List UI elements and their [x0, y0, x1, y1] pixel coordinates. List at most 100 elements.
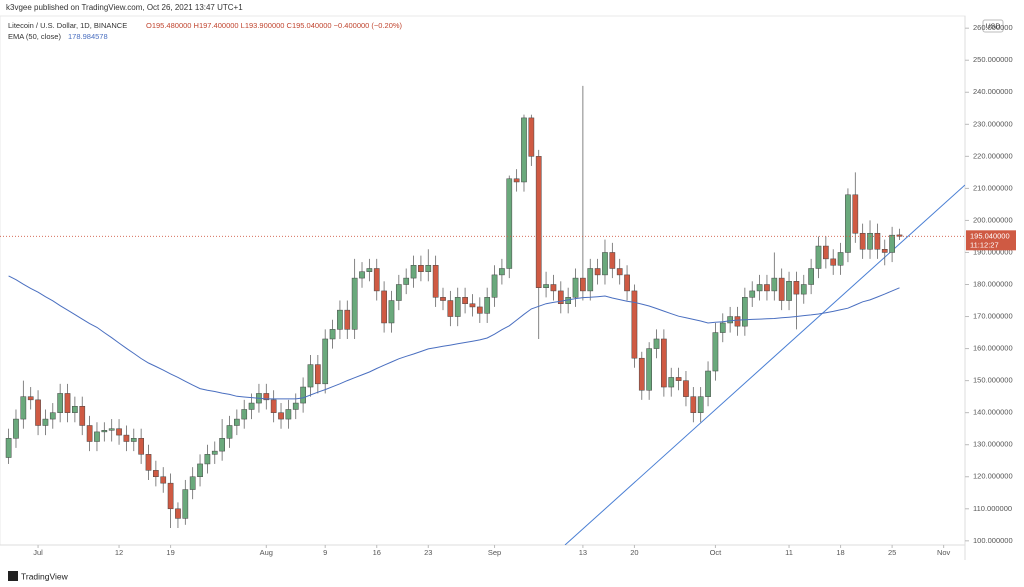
- candle-body: [749, 290, 756, 298]
- candle-body: [197, 463, 203, 478]
- y-tick-label: 140.000000: [973, 408, 1013, 417]
- x-tick-label: 25: [888, 548, 896, 557]
- y-tick-label: 240.000000: [973, 87, 1013, 96]
- currency: USD: [986, 23, 1001, 30]
- last-price-label: 195.040000: [970, 231, 1010, 240]
- x-tick-label: 16: [373, 548, 381, 557]
- candle-body: [734, 316, 741, 327]
- plot-frame: [0, 15, 966, 546]
- candle-body: [580, 277, 586, 292]
- y-tick-label: 190.000000: [973, 247, 1013, 256]
- candle-body: [535, 156, 542, 288]
- y-tick-label: 160.000000: [973, 344, 1013, 353]
- candle-body: [182, 489, 189, 519]
- candle-body: [64, 393, 71, 413]
- candle-body: [697, 396, 704, 413]
- candle-body: [484, 297, 491, 314]
- candle-body: [300, 386, 306, 404]
- x-tick-label: Jul: [33, 548, 43, 557]
- candle-body: [675, 377, 682, 381]
- candle-body: [690, 396, 697, 413]
- y-tick-label: 210.000000: [973, 183, 1013, 192]
- x-tick-label: 9: [323, 548, 327, 557]
- candle-body: [337, 309, 343, 330]
- candle-body: [432, 265, 439, 298]
- y-tick-label: 150.000000: [973, 376, 1013, 385]
- x-tick-label: Sep: [488, 548, 501, 557]
- x-tick-label: Aug: [260, 548, 273, 557]
- candle-body: [116, 428, 122, 436]
- candle-body: [881, 249, 888, 253]
- candle-body: [101, 430, 108, 433]
- candle-body: [837, 252, 844, 266]
- x-tick-label: Oct: [710, 548, 723, 557]
- candle-body: [278, 412, 284, 420]
- y-tick-label: 200.000000: [973, 215, 1013, 224]
- candle-body: [49, 412, 56, 420]
- candle-body: [462, 297, 468, 304]
- publisher: k3vgee published on TradingView.com, Oct…: [6, 3, 243, 12]
- candle-body: [79, 406, 86, 426]
- candle-body: [366, 268, 373, 272]
- candle-body: [631, 290, 638, 359]
- candle-body: [845, 194, 851, 253]
- y-tick-label: 250.000000: [973, 55, 1013, 64]
- candle-body: [808, 268, 814, 285]
- candle-body: [20, 396, 27, 420]
- candle-body: [204, 454, 211, 465]
- candle-body: [270, 399, 277, 413]
- y-tick-label: 130.000000: [973, 440, 1013, 449]
- candle-body: [830, 258, 837, 266]
- candle-body: [867, 232, 873, 250]
- candle-body: [602, 252, 608, 276]
- candle-body: [513, 178, 520, 183]
- candle-body: [624, 274, 630, 292]
- x-tick-label: 18: [836, 548, 844, 557]
- candle-body: [359, 271, 365, 279]
- x-tick-label: 20: [630, 548, 638, 557]
- candle-body: [800, 284, 807, 295]
- candle-body: [234, 418, 240, 426]
- footer-brand: TradingView: [21, 571, 69, 581]
- candle-body: [889, 234, 895, 253]
- candle-body: [307, 364, 314, 388]
- ema-legend-value: 178.984578: [68, 32, 108, 41]
- candle-body: [440, 297, 446, 301]
- candle-body: [852, 194, 859, 234]
- candle-body: [859, 232, 866, 250]
- candle-body: [57, 393, 64, 413]
- candle-body: [72, 406, 78, 413]
- candle-body: [616, 268, 623, 276]
- candle-body: [314, 364, 321, 385]
- candle-body: [506, 178, 513, 269]
- marks: [5, 85, 903, 529]
- candle-body: [609, 252, 616, 269]
- candle-body: [499, 268, 505, 276]
- candle-body: [410, 265, 417, 279]
- ema-line: [8, 275, 900, 400]
- x-tick-label: 11: [785, 548, 793, 557]
- x-tick-label: Nov: [937, 548, 951, 557]
- candle-body: [395, 284, 402, 301]
- candle-body: [778, 277, 785, 301]
- candle-body: [491, 274, 498, 298]
- candle-body: [27, 396, 34, 401]
- y-tick-label: 100.000000: [973, 536, 1013, 545]
- candle-body: [241, 409, 248, 420]
- candle-body: [646, 348, 652, 391]
- y-tick-label: 180.000000: [973, 279, 1013, 288]
- candle-body: [160, 476, 167, 484]
- x-tick-label: 23: [424, 548, 432, 557]
- candle-body: [94, 431, 100, 442]
- candle-body: [145, 454, 152, 471]
- candle-body: [344, 309, 351, 330]
- candle-body: [719, 322, 726, 333]
- candle-body: [35, 399, 41, 426]
- currency-badge: [982, 19, 1004, 33]
- candle-body: [822, 245, 829, 260]
- candle-body: [248, 402, 255, 410]
- candle-body: [108, 428, 115, 431]
- candle-body: [130, 438, 137, 442]
- candle-body: [418, 265, 424, 272]
- candle-body: [153, 470, 159, 478]
